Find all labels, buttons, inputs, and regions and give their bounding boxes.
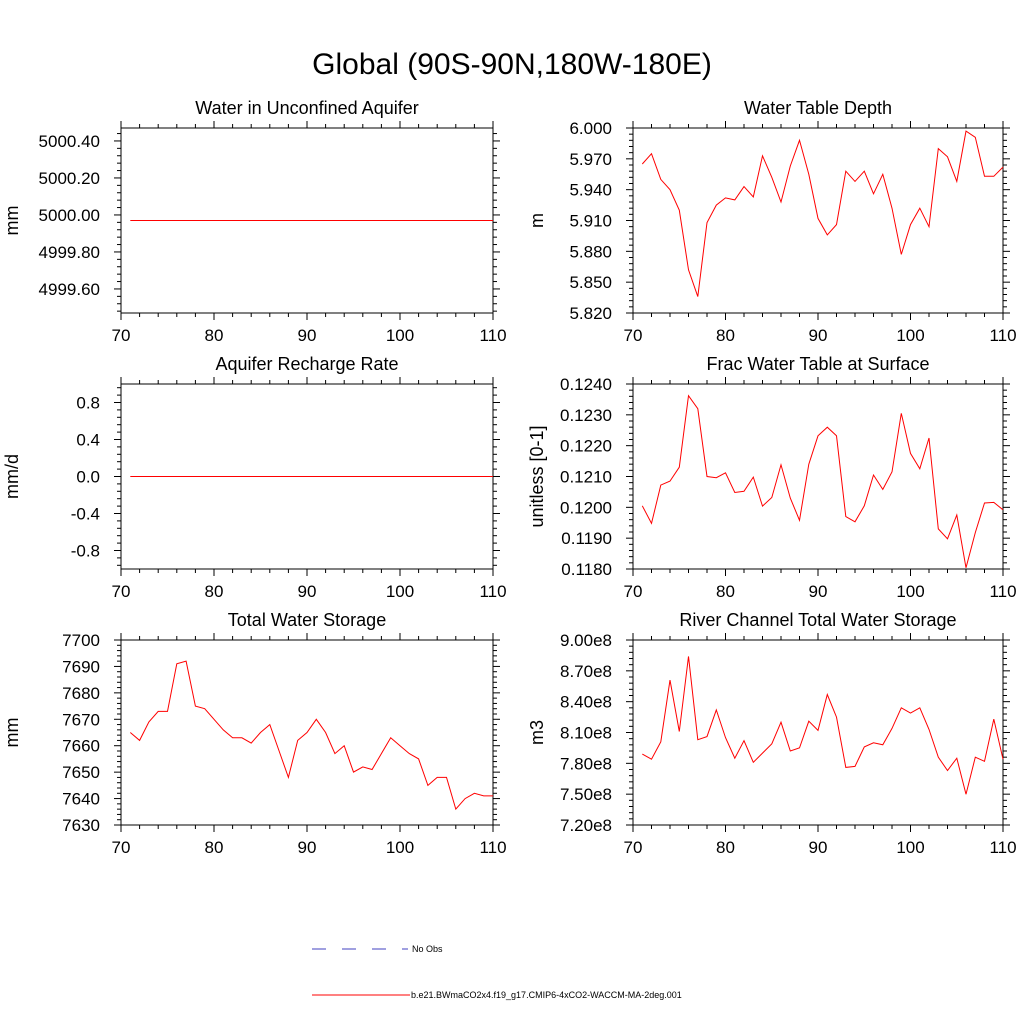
x-tick-label: 110 bbox=[989, 582, 1016, 601]
y-tick-label: 5.820 bbox=[569, 304, 612, 323]
y-tick-label: 0.1240 bbox=[560, 375, 612, 394]
series-line-river-channel-total-water-storage bbox=[642, 656, 1004, 795]
y-tick-label: 5.850 bbox=[569, 273, 612, 292]
panel-water-table-depth: Water Table Depth 70 80 90 100 110 5.820 5.850 5… bbox=[527, 98, 1017, 345]
plot-frame bbox=[632, 639, 1004, 826]
x-tick-label: 100 bbox=[896, 838, 924, 857]
x-tick-label: 80 bbox=[205, 838, 224, 857]
x-tick-label: 110 bbox=[989, 326, 1016, 345]
x-tick-label: 70 bbox=[624, 326, 643, 345]
y-axis-label: unitless [0-1] bbox=[527, 425, 547, 527]
plot-frame bbox=[632, 383, 1004, 570]
y-tick-label: 7680 bbox=[62, 684, 100, 703]
figure-title: Global (90S-90N,180W-180E) bbox=[312, 48, 712, 81]
y-tick-label: 7.20e8 bbox=[560, 816, 612, 835]
x-tick-label: 80 bbox=[716, 326, 735, 345]
x-tick-label: 70 bbox=[112, 326, 131, 345]
y-tick-label: 7630 bbox=[62, 816, 100, 835]
plot-frame bbox=[632, 127, 1004, 314]
x-tick-label: 100 bbox=[386, 582, 414, 601]
y-tick-label: 5000.40 bbox=[39, 132, 100, 151]
x-tick-label: 110 bbox=[989, 838, 1016, 857]
panel-title: Frac Water Table at Surface bbox=[706, 354, 929, 374]
y-tick-label: -0.4 bbox=[71, 505, 100, 524]
panel-title: Total Water Storage bbox=[228, 610, 386, 630]
y-tick-label: 0.1190 bbox=[561, 529, 612, 548]
y-tick-label: 7690 bbox=[62, 657, 100, 676]
y-tick-label: 8.40e8 bbox=[560, 693, 612, 712]
y-tick-label: 7660 bbox=[62, 737, 100, 756]
y-tick-label: 0.1230 bbox=[560, 406, 612, 425]
x-tick-label: 110 bbox=[479, 582, 506, 601]
x-tick-label: 100 bbox=[896, 582, 924, 601]
series-line-total-water-storage bbox=[129, 660, 493, 811]
y-tick-label: 8.10e8 bbox=[560, 724, 612, 743]
x-tick-label: 70 bbox=[112, 838, 131, 857]
panel-title: Water Table Depth bbox=[744, 98, 892, 118]
x-tick-label: 70 bbox=[624, 838, 643, 857]
panel-frac-water-table-at-surface: Frac Water Table at Surface 70 80 90 100 110 0… bbox=[527, 354, 1017, 601]
y-axis-label: m3 bbox=[527, 720, 547, 745]
y-tick-label: 0.1210 bbox=[560, 468, 612, 487]
y-tick-label: 0.1220 bbox=[560, 437, 612, 456]
y-tick-label: 4999.80 bbox=[39, 243, 100, 262]
x-tick-label: 100 bbox=[386, 838, 414, 857]
panel-aquifer-recharge-rate: Aquifer Recharge Rate 70 80 90 100 110 -0.8 -0.… bbox=[2, 354, 507, 601]
x-tick-label: 110 bbox=[479, 326, 506, 345]
x-tick-label: 70 bbox=[112, 582, 131, 601]
x-tick-label: 110 bbox=[479, 838, 506, 857]
x-tick-label: 90 bbox=[809, 582, 828, 601]
panel-water-in-unconfined-aquifer: Water in Unconfined Aquifer 70 80 90 100 110 4… bbox=[2, 98, 507, 345]
y-tick-label: 5000.20 bbox=[39, 169, 100, 188]
legend-label-model: b.e21.BWmaCO2x4.f19_g17.CMIP6-4xCO2-WACC… bbox=[411, 990, 682, 1000]
y-axis-label: mm bbox=[2, 206, 22, 236]
x-tick-label: 100 bbox=[896, 326, 924, 345]
y-tick-label: 0.4 bbox=[76, 431, 100, 450]
y-tick-label: -0.8 bbox=[71, 542, 100, 561]
x-tick-label: 80 bbox=[205, 582, 224, 601]
y-tick-label: 0.1180 bbox=[561, 560, 612, 579]
y-tick-label: 0.8 bbox=[76, 394, 100, 413]
panel-title: Water in Unconfined Aquifer bbox=[195, 98, 418, 118]
y-tick-label: 5000.00 bbox=[39, 206, 100, 225]
y-tick-label: 5.940 bbox=[569, 181, 612, 200]
y-axis-label: mm bbox=[2, 718, 22, 748]
x-tick-label: 70 bbox=[624, 582, 643, 601]
y-tick-label: 6.000 bbox=[569, 119, 612, 138]
y-axis-label: mm/d bbox=[2, 454, 22, 499]
x-tick-label: 100 bbox=[386, 326, 414, 345]
panel-river-channel-total-water-storage: River Channel Total Water Storage 70 80 90 1… bbox=[527, 610, 1017, 857]
y-tick-label: 5.880 bbox=[569, 242, 612, 261]
y-tick-label: 5.910 bbox=[569, 212, 612, 231]
y-tick-label: 7.80e8 bbox=[560, 754, 612, 773]
x-tick-label: 90 bbox=[298, 838, 317, 857]
series-line-frac-water-table-at-surface bbox=[641, 394, 1004, 568]
x-tick-label: 80 bbox=[716, 582, 735, 601]
legend: No Obs b.e21.BWmaCO2x4.f19_g17.CMIP6-4xC… bbox=[312, 944, 682, 1000]
x-tick-label: 90 bbox=[809, 326, 828, 345]
y-tick-label: 7.50e8 bbox=[560, 785, 612, 804]
legend-label-no-obs: No Obs bbox=[412, 944, 443, 954]
panel-total-water-storage: Total Water Storage 70 80 90 100 110 7630 7640 7… bbox=[2, 610, 507, 857]
y-tick-label: 8.70e8 bbox=[560, 662, 612, 681]
x-tick-label: 90 bbox=[298, 326, 317, 345]
y-tick-label: 7650 bbox=[62, 763, 100, 782]
x-tick-label: 80 bbox=[205, 326, 224, 345]
y-tick-label: 0.0 bbox=[76, 468, 100, 487]
x-tick-label: 80 bbox=[716, 838, 735, 857]
y-tick-label: 7670 bbox=[62, 710, 100, 729]
y-tick-label: 7640 bbox=[62, 790, 100, 809]
panel-title: Aquifer Recharge Rate bbox=[215, 354, 398, 374]
panel-title: River Channel Total Water Storage bbox=[679, 610, 956, 630]
series-line-water-table-depth bbox=[641, 130, 1004, 297]
y-tick-label: 9.00e8 bbox=[560, 631, 612, 650]
y-tick-label: 7700 bbox=[62, 631, 100, 650]
y-tick-label: 0.1200 bbox=[560, 498, 612, 517]
y-axis-label: m bbox=[527, 213, 547, 228]
x-tick-label: 90 bbox=[298, 582, 317, 601]
y-tick-label: 5.970 bbox=[569, 150, 612, 169]
y-tick-label: 4999.60 bbox=[39, 280, 100, 299]
x-tick-label: 90 bbox=[809, 838, 828, 857]
